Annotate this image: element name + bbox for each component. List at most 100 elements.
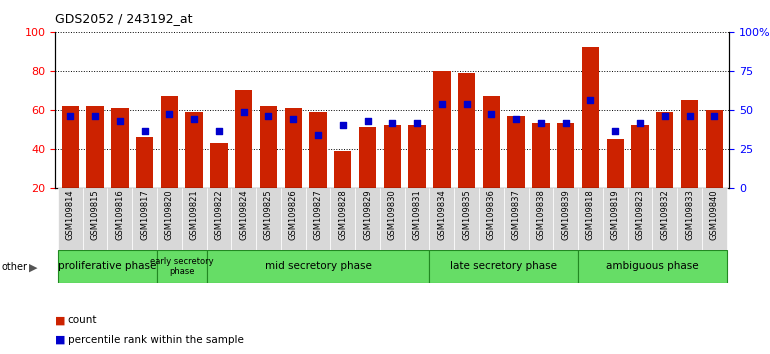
Text: proliferative phase: proliferative phase [59, 261, 156, 272]
Text: count: count [68, 315, 97, 325]
Point [535, 120, 547, 126]
Bar [507, 115, 525, 188]
Point [634, 120, 646, 126]
Text: GSM109821: GSM109821 [189, 189, 199, 240]
Bar [136, 137, 153, 188]
Text: mid secretory phase: mid secretory phase [265, 261, 371, 272]
Bar [235, 90, 253, 188]
Bar [454, 188, 479, 250]
Point [64, 113, 76, 118]
Text: GSM109826: GSM109826 [289, 189, 298, 240]
Point [411, 120, 424, 126]
Point [609, 128, 621, 134]
Bar [259, 106, 277, 188]
Bar [108, 188, 132, 250]
Text: GSM109822: GSM109822 [214, 189, 223, 240]
Bar [578, 250, 727, 282]
Text: GSM109830: GSM109830 [388, 189, 397, 240]
Bar [182, 188, 206, 250]
Bar [628, 188, 652, 250]
Text: GSM109833: GSM109833 [685, 189, 694, 240]
Text: GSM109840: GSM109840 [710, 189, 719, 240]
Bar [681, 100, 698, 188]
Point [213, 128, 225, 134]
Bar [677, 188, 702, 250]
Text: GSM109823: GSM109823 [635, 189, 644, 240]
Bar [161, 96, 178, 188]
Text: ■: ■ [55, 315, 66, 325]
Bar [355, 188, 380, 250]
Text: GSM109835: GSM109835 [462, 189, 471, 240]
Bar [111, 108, 129, 188]
Bar [157, 188, 182, 250]
Text: GSM109817: GSM109817 [140, 189, 149, 240]
Text: GSM109827: GSM109827 [313, 189, 323, 240]
Bar [532, 124, 550, 188]
Point [684, 113, 696, 118]
Point [460, 101, 473, 107]
Bar [504, 188, 528, 250]
Bar [631, 125, 648, 188]
Point [658, 113, 671, 118]
Bar [705, 110, 723, 188]
Text: percentile rank within the sample: percentile rank within the sample [68, 335, 243, 345]
Bar [479, 188, 504, 250]
Point [584, 97, 597, 103]
Text: early secretory
phase: early secretory phase [150, 257, 213, 276]
Bar [528, 188, 554, 250]
Bar [82, 188, 108, 250]
Text: GSM109836: GSM109836 [487, 189, 496, 240]
Bar [656, 112, 674, 188]
Bar [310, 112, 326, 188]
Bar [578, 188, 603, 250]
Point [336, 122, 349, 128]
Point [114, 119, 126, 124]
Point [560, 120, 572, 126]
Text: late secretory phase: late secretory phase [450, 261, 557, 272]
Point [436, 101, 448, 107]
Bar [652, 188, 677, 250]
Text: GSM109824: GSM109824 [239, 189, 248, 240]
Text: ambiguous phase: ambiguous phase [606, 261, 698, 272]
Bar [330, 188, 355, 250]
Text: GSM109820: GSM109820 [165, 189, 174, 240]
Point [163, 111, 176, 116]
Bar [231, 188, 256, 250]
Point [287, 117, 300, 122]
Bar [186, 112, 203, 188]
Bar [86, 106, 104, 188]
Bar [582, 47, 599, 188]
Text: GSM109832: GSM109832 [661, 189, 669, 240]
Text: ▶: ▶ [29, 262, 38, 272]
Text: GSM109815: GSM109815 [91, 189, 99, 240]
Bar [603, 188, 628, 250]
Text: GSM109825: GSM109825 [264, 189, 273, 240]
Text: other: other [2, 262, 28, 272]
Text: GSM109816: GSM109816 [116, 189, 124, 240]
Bar [157, 250, 206, 282]
Text: GSM109834: GSM109834 [437, 189, 447, 240]
Bar [483, 96, 500, 188]
Bar [607, 139, 624, 188]
Point [139, 128, 151, 134]
Text: GSM109828: GSM109828 [338, 189, 347, 240]
Bar [334, 151, 351, 188]
Text: GSM109838: GSM109838 [537, 189, 545, 240]
Point [361, 119, 373, 124]
Point [485, 111, 497, 116]
Bar [58, 250, 157, 282]
Bar [554, 188, 578, 250]
Point [386, 120, 399, 126]
Bar [380, 188, 405, 250]
Point [237, 109, 249, 115]
Bar [62, 106, 79, 188]
Bar [58, 188, 82, 250]
Bar [702, 188, 727, 250]
Text: GSM109829: GSM109829 [363, 189, 372, 240]
Bar [281, 188, 306, 250]
Bar [383, 125, 401, 188]
Bar [557, 124, 574, 188]
Text: GSM109837: GSM109837 [512, 189, 521, 240]
Bar [132, 188, 157, 250]
Point [708, 113, 721, 118]
